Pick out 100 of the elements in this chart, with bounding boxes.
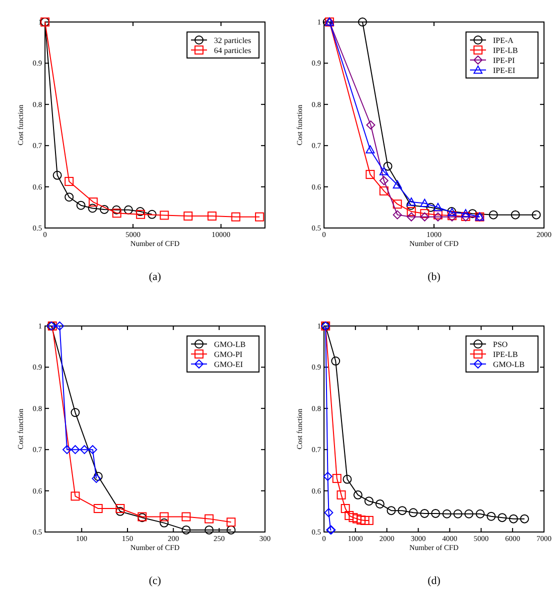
point — [52, 170, 62, 180]
legend-label: GMO-PI — [214, 350, 243, 359]
point — [431, 508, 440, 518]
point — [116, 504, 125, 514]
point — [182, 525, 191, 534]
legend-label: IPE-PI — [493, 56, 516, 65]
point — [379, 176, 388, 186]
point — [160, 518, 169, 528]
point — [532, 210, 541, 220]
point — [358, 18, 367, 26]
point — [70, 492, 80, 501]
point — [442, 509, 452, 518]
text: (c) — [148, 575, 162, 587]
point — [509, 514, 518, 524]
point — [88, 198, 98, 207]
point — [352, 514, 362, 524]
point — [433, 210, 442, 220]
point — [366, 145, 375, 154]
point — [94, 472, 103, 481]
point — [331, 356, 340, 366]
point — [420, 508, 430, 518]
point — [342, 474, 352, 484]
point — [406, 198, 416, 206]
legend-label: IPE-A — [493, 36, 514, 45]
point — [408, 508, 418, 518]
point — [464, 509, 474, 518]
point — [64, 176, 74, 186]
point — [453, 509, 462, 518]
legend-label: GMO-EI — [214, 360, 244, 369]
point — [392, 200, 402, 209]
legend-label: IPE-LB — [493, 46, 518, 55]
point — [231, 212, 240, 222]
point — [383, 162, 392, 171]
point — [488, 210, 498, 220]
point — [204, 525, 214, 534]
point — [204, 514, 214, 524]
point — [366, 120, 376, 130]
point — [344, 511, 354, 520]
point — [340, 504, 350, 514]
point — [332, 474, 342, 483]
point — [398, 506, 407, 516]
point — [498, 513, 507, 522]
point — [386, 506, 396, 516]
point — [324, 508, 334, 518]
point — [88, 204, 98, 213]
point — [70, 445, 80, 454]
point — [112, 205, 121, 214]
point — [136, 210, 146, 219]
point — [226, 518, 236, 527]
point — [353, 490, 362, 500]
point — [76, 200, 86, 210]
point — [406, 207, 416, 216]
point — [461, 209, 470, 218]
text: (d) — [428, 575, 441, 587]
point — [379, 167, 388, 176]
point — [226, 525, 236, 534]
point — [420, 212, 430, 222]
point — [208, 212, 217, 221]
text: (a) — [148, 271, 162, 283]
point — [255, 212, 264, 222]
point — [160, 210, 169, 220]
point — [406, 200, 416, 210]
legend-label: IPE-EI — [493, 66, 516, 75]
point — [62, 445, 72, 454]
point — [392, 180, 402, 188]
text: (b) — [428, 271, 441, 283]
legend-label: IPE-LB — [493, 350, 518, 359]
point — [116, 506, 125, 516]
point — [55, 322, 64, 330]
point — [486, 512, 496, 521]
point — [94, 504, 103, 514]
point — [124, 205, 133, 214]
legend-label: PSO — [493, 340, 508, 349]
point — [112, 208, 122, 218]
point — [406, 212, 416, 222]
point — [364, 516, 374, 525]
point — [100, 204, 109, 214]
point — [70, 408, 80, 418]
point — [148, 210, 157, 219]
point — [510, 210, 520, 220]
legend-label: GMO-LB — [214, 340, 246, 349]
point — [348, 513, 358, 522]
point — [420, 209, 430, 218]
point — [476, 509, 485, 518]
point — [184, 212, 193, 221]
point — [366, 170, 375, 179]
point — [88, 445, 98, 454]
point — [356, 516, 366, 525]
legend-label: 32 particles — [214, 36, 252, 45]
point — [64, 192, 74, 202]
point — [520, 514, 530, 524]
point — [323, 472, 332, 481]
point — [80, 445, 89, 454]
point — [136, 207, 145, 216]
point — [336, 490, 346, 500]
point — [392, 210, 402, 220]
point — [364, 496, 374, 506]
legend-label: GMO-LB — [493, 360, 525, 369]
point — [426, 202, 436, 212]
point — [468, 209, 477, 218]
